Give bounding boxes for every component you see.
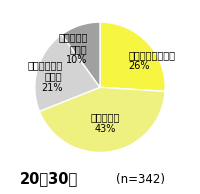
Text: かなりできている
26%: かなりできている 26%: [129, 50, 176, 71]
Wedge shape: [35, 35, 100, 111]
Wedge shape: [39, 87, 165, 152]
Text: 20～30代: 20～30代: [20, 171, 78, 186]
Text: できている
43%: できている 43%: [91, 112, 120, 133]
Text: あまりできて
いない
21%: あまりできて いない 21%: [27, 60, 62, 93]
Wedge shape: [100, 22, 165, 91]
Text: 全くできて
いない
10%: 全くできて いない 10%: [58, 32, 88, 65]
Text: (n=342): (n=342): [116, 173, 165, 186]
Wedge shape: [62, 22, 100, 87]
